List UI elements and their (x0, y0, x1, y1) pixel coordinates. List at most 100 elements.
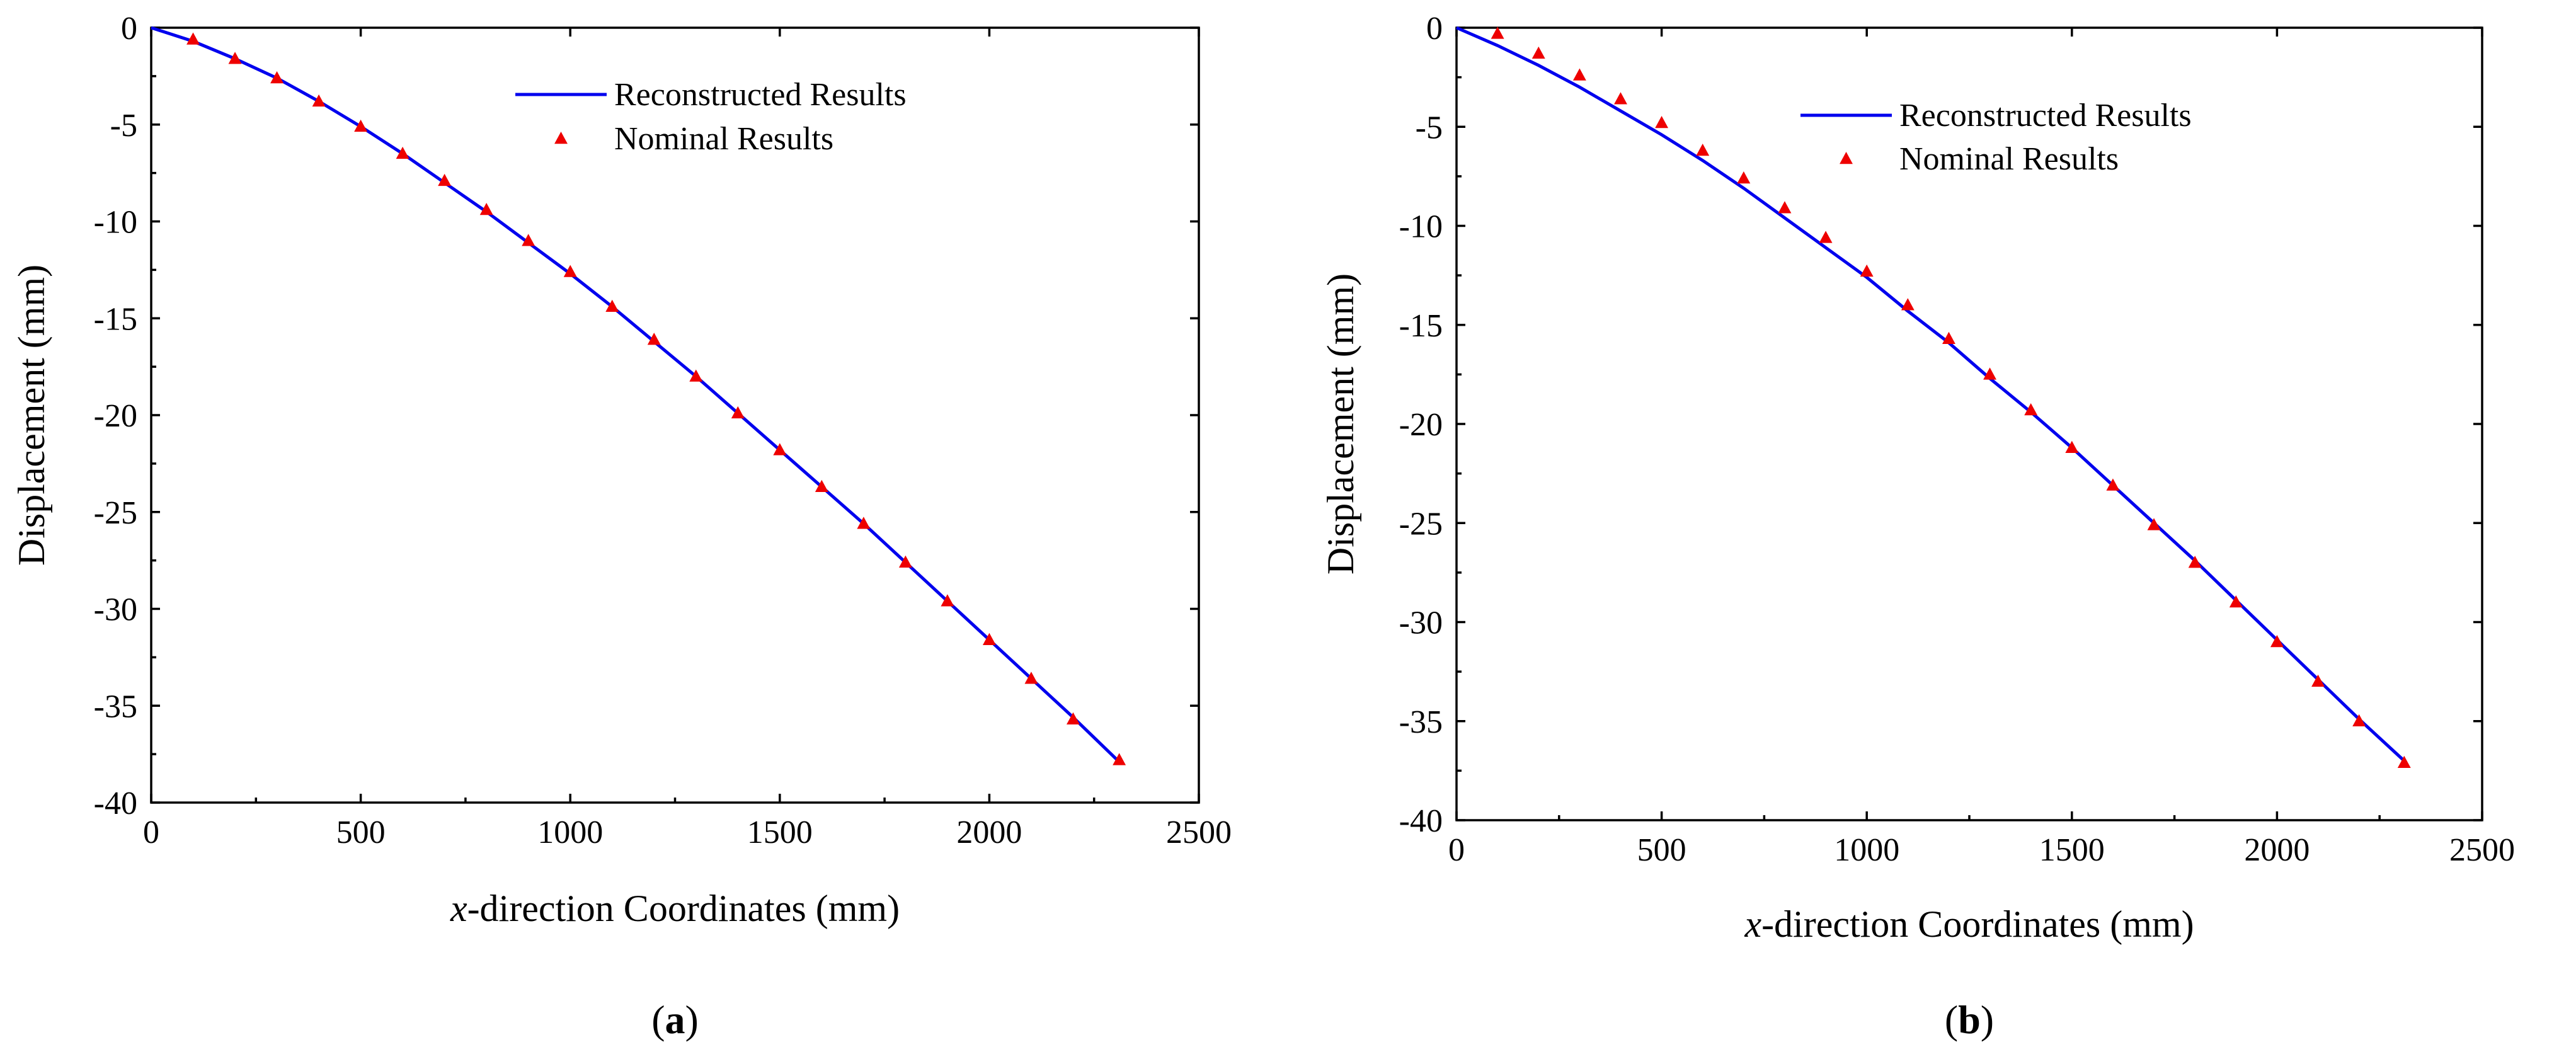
data-point-nominal (1655, 115, 1669, 129)
y-tick-label: -5 (1416, 110, 1443, 146)
x-tick-label: 1500 (747, 815, 813, 850)
data-point-nominal (2147, 518, 2161, 530)
data-point-nominal (479, 203, 493, 215)
data-point-nominal (2311, 674, 2325, 687)
x-tick-label: 0 (1448, 832, 1465, 868)
y-tick-label: -30 (1399, 605, 1443, 641)
data-point-nominal (228, 52, 242, 64)
data-point-nominal (2397, 755, 2411, 769)
y-axis-title: Displacement (mm) (1320, 273, 1361, 575)
data-point-nominal (522, 234, 535, 246)
legend-label-nominal: Nominal Results (1899, 141, 2119, 177)
x-tick-label: 500 (1637, 832, 1686, 868)
x-axis-title-rest: -direction Coordinates (mm) (467, 888, 900, 929)
data-point-nominal (1942, 331, 1955, 345)
panel-label-close: ) (1981, 997, 1994, 1042)
data-point-nominal (1737, 171, 1751, 184)
legend-label-reconstructed: Reconstructed Results (1899, 98, 2192, 134)
data-point-nominal (396, 146, 409, 159)
data-point-nominal (1696, 143, 1710, 156)
legend-label-reconstructed: Reconstructed Results (614, 77, 907, 113)
panel-label-close: ) (685, 997, 699, 1042)
data-point-nominal (2270, 634, 2284, 648)
chart-panel-a: 0 500 1000 1500 2000 2500 0 -5 -10 -15 -20 -25 -30 -3… (11, 11, 1232, 1042)
y-tick-label: -25 (94, 495, 137, 531)
legend-marker-swatch (1840, 152, 1853, 164)
panel-label: (b) (1945, 997, 1994, 1042)
data-point-nominal (563, 265, 577, 277)
data-point-nominal (354, 119, 368, 132)
data-point-nominal (2229, 595, 2243, 608)
data-point-nominal (1572, 68, 1586, 81)
data-point-nominal (438, 173, 452, 186)
data-point-nominal (857, 517, 871, 529)
panel-label: (a) (651, 997, 699, 1042)
legend: Reconstructed Results Nominal Results (515, 77, 907, 157)
y-tick-label: -40 (94, 786, 137, 821)
x-tick-label: 1500 (2039, 832, 2105, 868)
y-tick-label: -35 (1399, 704, 1443, 740)
y-tick-label: -35 (94, 689, 137, 724)
y-tick-label: -10 (1399, 209, 1443, 245)
data-point-nominal (1983, 367, 1997, 380)
legend: Reconstructed Results Nominal Results (1800, 98, 2192, 177)
data-point-nominal (1778, 201, 1792, 214)
data-point-nominal (2106, 478, 2120, 491)
data-point-nominal (941, 594, 954, 607)
x-tick-label: 2000 (2244, 832, 2310, 868)
data-point-nominal (1491, 26, 1504, 39)
x-tick-label: 0 (143, 815, 159, 850)
data-point-nominal (1901, 298, 1915, 311)
data-point-nominal (647, 333, 661, 345)
legend-label-nominal: Nominal Results (614, 121, 833, 157)
data-point-nominal (2065, 440, 2079, 453)
data-point-nominal (186, 32, 200, 45)
data-point-nominal (1614, 92, 1627, 105)
data-point-nominal (2188, 556, 2202, 568)
data-point-nominal (1066, 712, 1080, 725)
series-line-reconstructed (151, 26, 1121, 764)
data-point-nominal (1024, 672, 1038, 684)
y-tick-label: -25 (1399, 506, 1443, 542)
x-tick-label: 1000 (537, 815, 603, 850)
data-point-nominal (815, 479, 828, 493)
y-axis-title: Displacement (mm) (11, 265, 52, 566)
data-point-nominal (605, 299, 619, 312)
legend-marker-swatch (554, 132, 568, 144)
data-point-nominal (1531, 46, 1545, 59)
x-axis-title: x-direction Coordinates (mm) (450, 888, 900, 929)
x-tick-label: 2500 (2449, 832, 2515, 868)
y-tick-label: -15 (1399, 308, 1443, 344)
data-point-nominal (2024, 403, 2038, 416)
panel-label-open: ( (1945, 997, 1958, 1042)
x-axis-title: x-direction Coordinates (mm) (1744, 903, 2194, 945)
x-tick-label: 2000 (956, 815, 1022, 850)
data-point-nominal (1860, 264, 1874, 277)
y-tick-label: -20 (94, 398, 137, 434)
panel-label-letter: a (665, 997, 685, 1042)
x-tick-label: 1000 (1834, 832, 1899, 868)
panel-label-letter: b (1958, 997, 1981, 1042)
panel-label-open: ( (651, 997, 665, 1042)
y-tick-label: -5 (110, 108, 137, 144)
data-point-nominal (2352, 714, 2366, 726)
x-tick-label: 500 (336, 815, 386, 850)
data-point-nominal (731, 406, 745, 419)
x-axis-title-italic: x (1744, 903, 1761, 945)
x-axis-title-rest: -direction Coordinates (mm) (1761, 903, 2194, 945)
y-tick-label: -30 (94, 592, 137, 628)
y-tick-label: -40 (1399, 803, 1443, 839)
data-point-nominal (270, 71, 284, 84)
data-point-nominal (1113, 753, 1126, 765)
y-tick-label: -15 (94, 301, 137, 337)
series-line-reconstructed (1456, 26, 2405, 762)
data-point-nominal (689, 369, 703, 382)
y-tick-label: 0 (121, 11, 137, 47)
x-tick-label: 2500 (1166, 815, 1232, 850)
data-point-nominal (1819, 231, 1833, 243)
chart-panel-b: 0 500 1000 1500 2000 2500 0 -5 -10 -15 -20 -25 -30 -3… (1320, 11, 2515, 1042)
data-point-nominal (898, 555, 912, 568)
x-axis-title-italic: x (450, 888, 467, 929)
y-tick-label: 0 (1426, 11, 1443, 47)
